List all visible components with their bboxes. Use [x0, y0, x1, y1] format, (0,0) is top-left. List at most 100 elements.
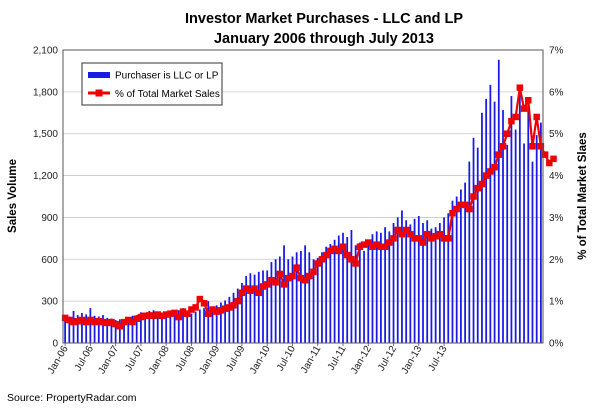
line-point — [289, 272, 296, 280]
bar — [531, 161, 534, 343]
x-tick-label: Jan-07 — [96, 344, 121, 376]
line-point — [428, 235, 435, 242]
y-right-tick-label: 0% — [549, 339, 564, 350]
y-left-tick-label: 300 — [41, 297, 58, 308]
line-point — [529, 143, 536, 150]
line-point — [158, 312, 166, 320]
x-tick-label: Jul-13 — [426, 344, 449, 373]
bar — [236, 288, 239, 343]
bar — [270, 262, 273, 343]
line-point — [550, 155, 557, 163]
line-point — [461, 201, 469, 209]
bar — [215, 305, 218, 343]
bar — [443, 217, 445, 343]
bar — [438, 223, 441, 343]
bar — [304, 245, 306, 343]
bar — [177, 310, 180, 343]
source-note: Source: PropertyRadar.com — [7, 392, 137, 404]
y-left-tick-label: 1,500 — [33, 129, 58, 140]
line-point — [196, 295, 204, 303]
line-point — [327, 247, 334, 255]
bar — [89, 308, 92, 343]
line-point — [230, 302, 237, 309]
right-axis-ticks: 0% 1% 2% 3% 4% 5% 6% 7% — [549, 46, 564, 350]
line-point — [520, 105, 528, 112]
line-point — [436, 230, 444, 238]
bar — [287, 259, 290, 343]
bar — [460, 189, 462, 343]
line-point — [234, 297, 241, 305]
bar — [472, 137, 475, 343]
bar — [76, 315, 79, 343]
bar — [514, 129, 517, 343]
bar — [422, 223, 424, 343]
line-point — [390, 235, 397, 242]
y-right-tick-label: 6% — [549, 87, 564, 98]
bar — [123, 320, 125, 343]
bar — [106, 317, 109, 343]
bar — [144, 313, 146, 343]
line-point — [546, 159, 553, 167]
bar — [85, 314, 88, 343]
bar — [114, 319, 117, 343]
bar — [371, 234, 374, 343]
bar — [161, 313, 163, 343]
line-point — [272, 279, 279, 286]
x-tick-label: Jul-10 — [275, 344, 298, 373]
line-point — [61, 314, 69, 322]
bar — [135, 315, 138, 343]
x-axis-ticks: Jan-06 Jul-06 Jan-07 Jul-07 Jan-08 Jul-08 Jan-… — [46, 343, 450, 376]
bar — [396, 217, 399, 343]
line-point — [179, 308, 187, 315]
line-point — [141, 312, 149, 320]
line-point — [280, 281, 288, 288]
bar — [540, 122, 542, 343]
line-point — [268, 276, 275, 284]
line-point — [343, 251, 351, 259]
bar — [152, 310, 155, 343]
line-point — [205, 310, 212, 317]
x-tick-label: Jan-09 — [197, 344, 222, 376]
bar — [384, 227, 386, 343]
bar — [485, 98, 488, 343]
y-left-tick-label: 0 — [52, 339, 58, 350]
line-point — [415, 235, 423, 242]
line-point — [91, 318, 98, 326]
line-point — [377, 243, 385, 250]
chart-subtitle: January 2006 through July 2013 — [214, 31, 434, 47]
line-point — [263, 281, 271, 288]
bar — [169, 315, 172, 343]
line-point — [356, 243, 364, 250]
bar — [481, 112, 483, 344]
bar — [127, 317, 130, 343]
line-point — [411, 235, 418, 242]
bar — [342, 232, 344, 343]
bar — [464, 182, 466, 343]
line-point — [348, 256, 355, 263]
bar — [405, 220, 408, 343]
bar — [300, 250, 302, 343]
line-point — [259, 283, 267, 290]
line-point — [533, 113, 540, 121]
bar — [165, 313, 168, 343]
legend-label-bars: Purchaser is LLC or LP — [115, 71, 219, 82]
x-tick-label: Jan-08 — [147, 344, 172, 376]
bar — [321, 252, 323, 343]
bar — [118, 319, 121, 343]
line-point — [369, 243, 376, 250]
bar — [241, 283, 243, 343]
line-point — [247, 287, 254, 294]
legend-label-line: % of Total Market Sales — [115, 89, 220, 100]
bar — [367, 239, 370, 343]
line-point — [183, 310, 191, 317]
y-left-tick-label: 600 — [41, 255, 58, 266]
line-point — [386, 239, 393, 246]
bar — [249, 273, 252, 343]
bar — [198, 309, 201, 343]
y-axis-right-label: % of Total Market Slaes — [577, 132, 589, 260]
bar — [278, 256, 281, 343]
x-tick-label: Jan-12 — [349, 344, 374, 376]
bar — [203, 308, 205, 343]
line-point — [516, 84, 524, 91]
